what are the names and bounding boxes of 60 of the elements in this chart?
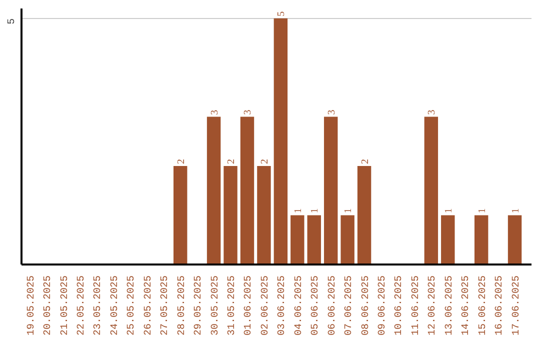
x-tick-label: 03.06.2025 (277, 275, 288, 336)
data-label: 5 (276, 11, 288, 16)
data-label: 3 (326, 110, 338, 115)
x-tick-label: 28.05.2025 (176, 275, 188, 336)
x-tick-label: 20.05.2025 (43, 275, 54, 336)
x-tick-label: 04.06.2025 (294, 275, 305, 336)
bar (307, 215, 321, 264)
x-tick-label: 22.05.2025 (76, 275, 88, 336)
x-tick-label: 17.06.2025 (511, 275, 522, 336)
bar (424, 116, 438, 264)
bar (324, 116, 338, 264)
x-tick-label: 23.05.2025 (93, 275, 104, 336)
x-tick-label: 19.05.2025 (26, 275, 38, 336)
data-label: 2 (259, 159, 270, 164)
x-tick-label: 12.06.2025 (428, 275, 439, 336)
x-tick-label: 15.06.2025 (478, 275, 489, 336)
data-label: 2 (176, 159, 187, 164)
x-tick-label: 07.06.2025 (344, 275, 356, 336)
x-tick-label: 13.06.2025 (444, 275, 456, 336)
x-tick-label: 25.05.2025 (126, 275, 138, 336)
bar (274, 18, 288, 264)
x-tick-label: 27.05.2025 (160, 275, 172, 336)
bar (240, 116, 254, 264)
x-tick-label: 24.05.2025 (110, 275, 121, 336)
x-tick-label: 26.05.2025 (143, 275, 154, 336)
x-tick-label: 31.05.2025 (227, 275, 238, 336)
x-tick-label: 02.06.2025 (260, 275, 272, 336)
x-tick-label: 29.05.2025 (194, 275, 205, 336)
x-tick-label: 10.06.2025 (394, 275, 406, 336)
data-label: 3 (209, 110, 220, 115)
x-tick-label: 06.06.2025 (327, 275, 338, 336)
bar (290, 215, 304, 264)
x-tick-label: 11.06.2025 (410, 275, 422, 336)
bar (257, 166, 271, 264)
bar (206, 116, 221, 264)
data-label: 1 (292, 208, 304, 214)
bar (508, 215, 522, 264)
data-label: 1 (343, 208, 354, 214)
bar (357, 166, 372, 264)
x-tick-label: 30.05.2025 (210, 275, 222, 336)
bar (340, 215, 354, 264)
data-label: 3 (426, 110, 438, 115)
x-tick-label: 21.05.2025 (60, 275, 71, 336)
data-label: 3 (242, 110, 254, 115)
bar (441, 215, 455, 264)
bar (173, 166, 188, 264)
data-label: 1 (310, 208, 321, 214)
x-tick-label: 01.06.2025 (244, 275, 255, 336)
data-label: 1 (476, 208, 488, 214)
x-tick-label: 08.06.2025 (360, 275, 372, 336)
data-label: 1 (443, 208, 454, 214)
x-tick-label: 05.06.2025 (310, 275, 322, 336)
data-label: 1 (510, 208, 522, 214)
x-tick-label: 09.06.2025 (378, 275, 389, 336)
bar (224, 166, 238, 264)
x-tick-label: 14.06.2025 (461, 275, 472, 336)
x-tick-label: 16.06.2025 (494, 275, 506, 336)
data-label: 2 (226, 159, 238, 164)
data-label: 2 (360, 159, 371, 164)
bar (474, 215, 488, 264)
